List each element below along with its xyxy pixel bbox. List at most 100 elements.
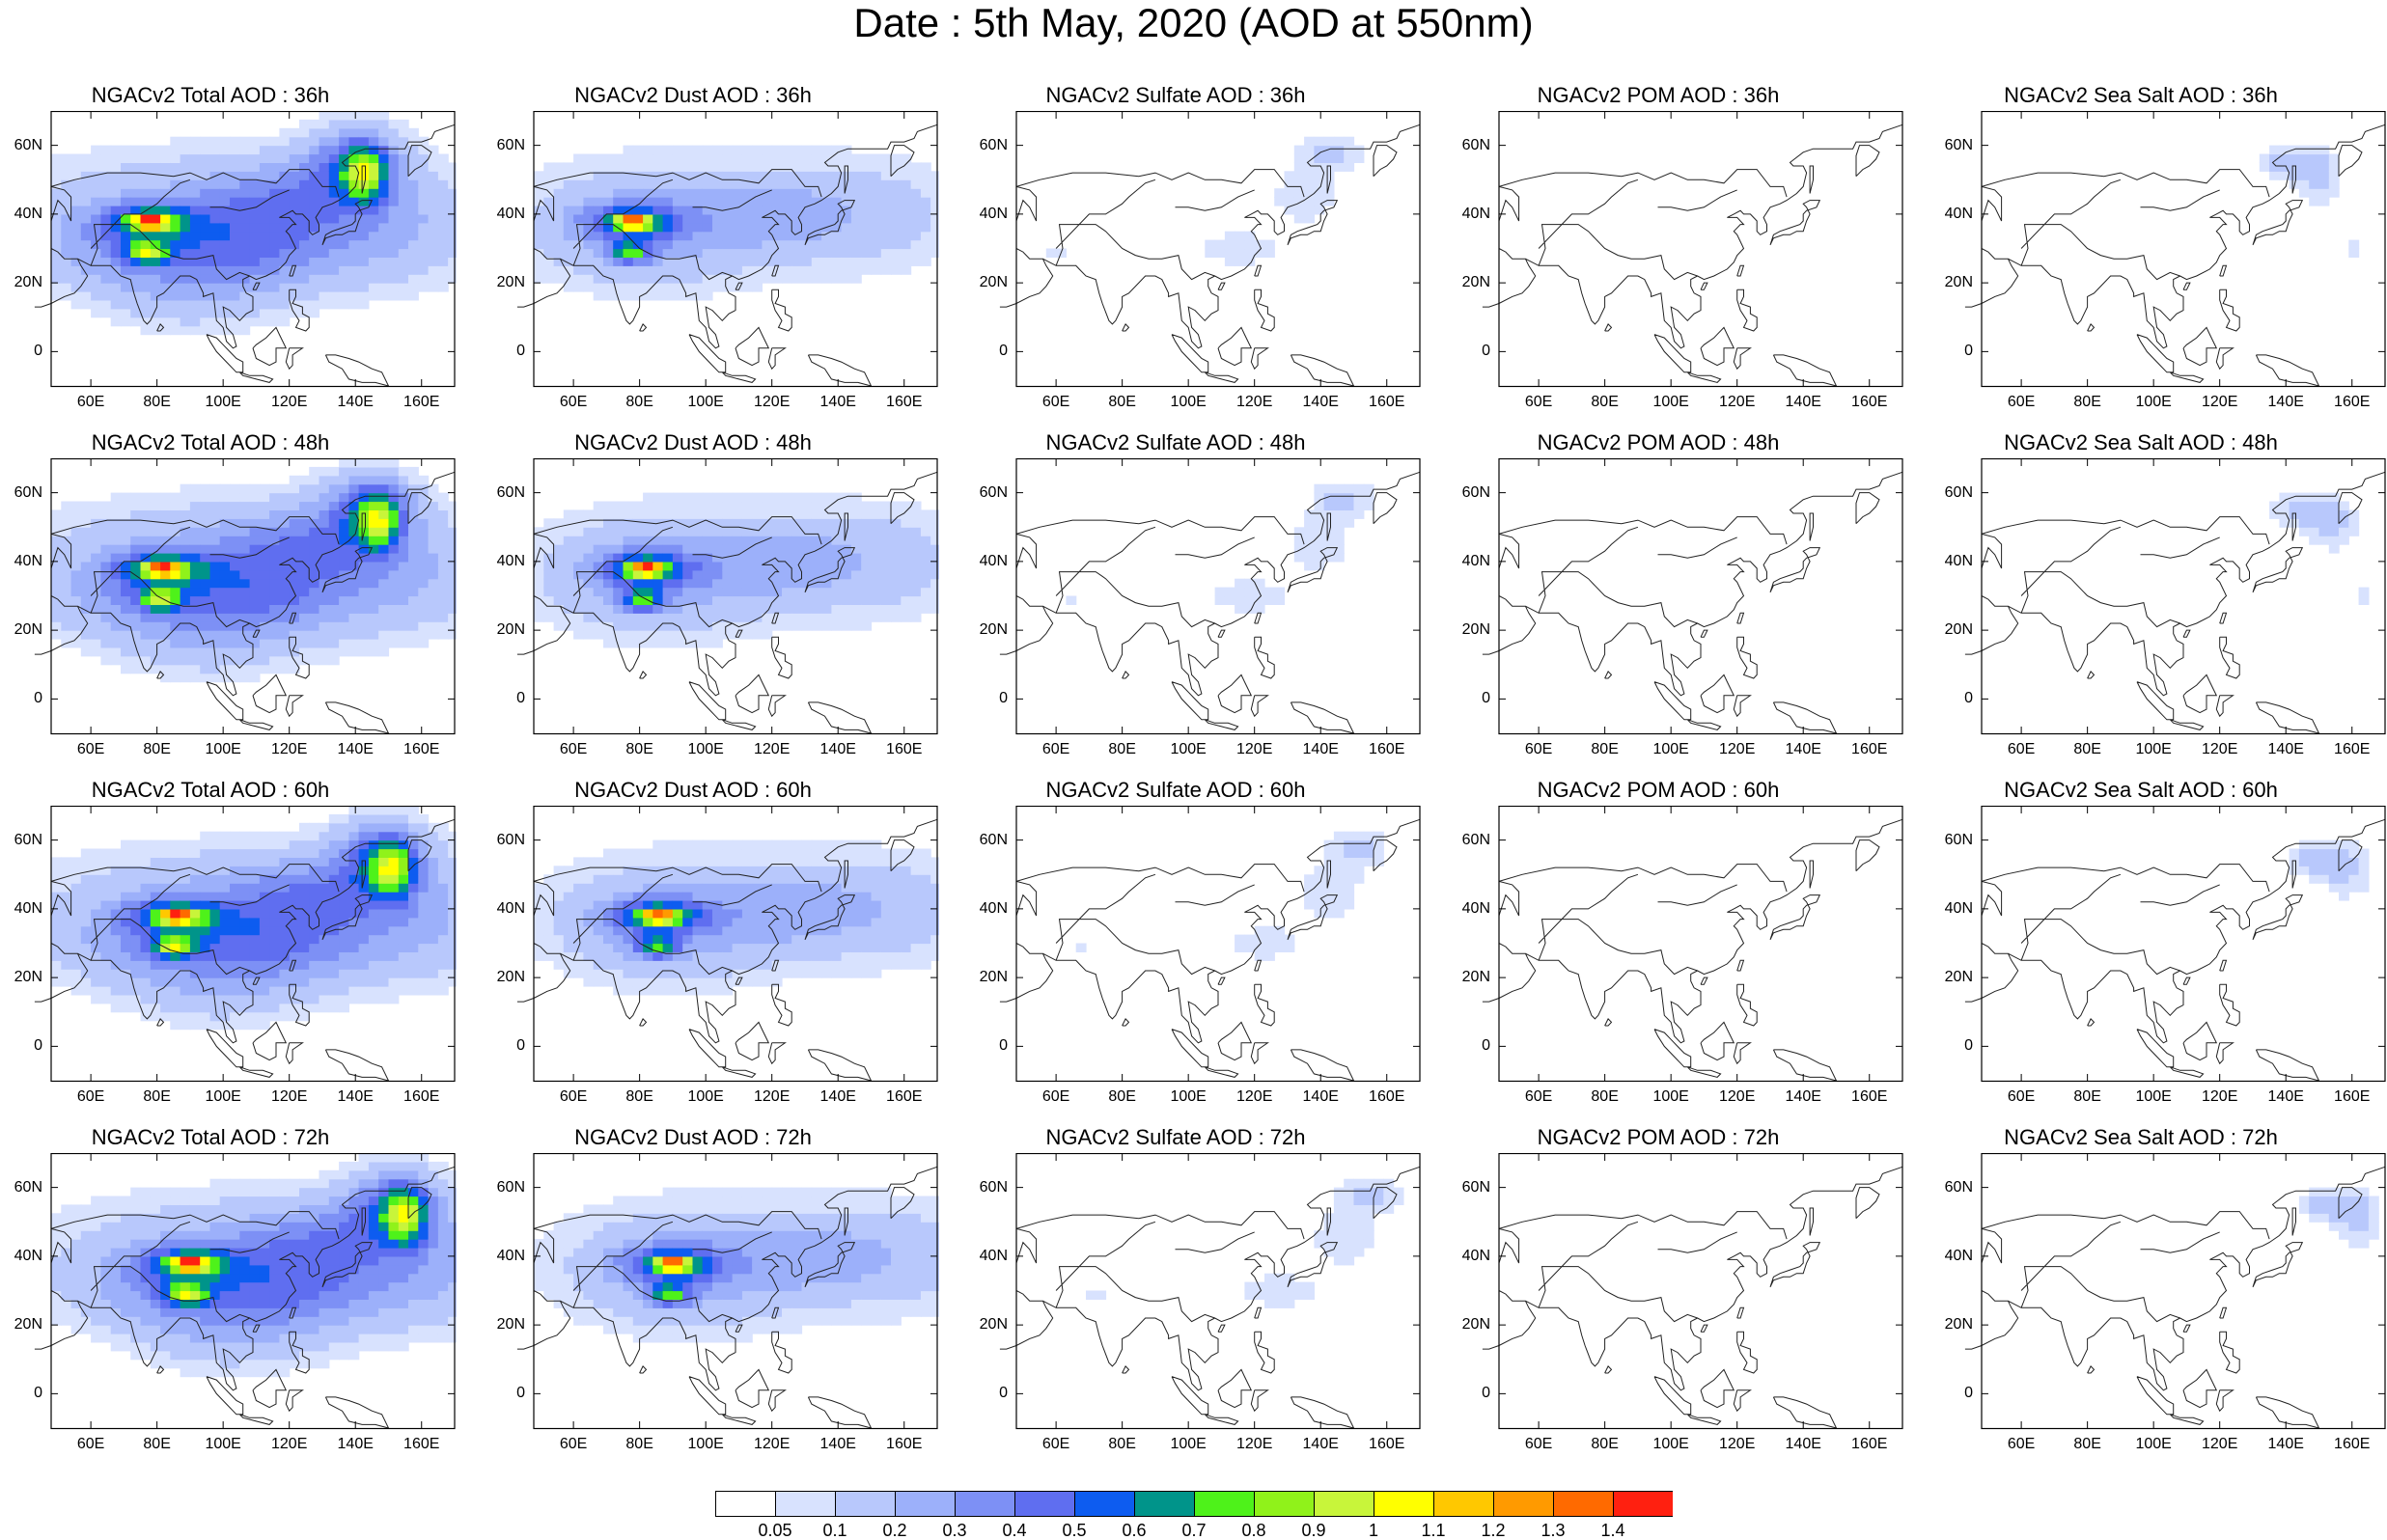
colorbar-label: 0.7 [1181,1521,1207,1540]
x-tick-label: 60E [2007,1436,2036,1452]
y-tick-label: 40N [496,205,525,222]
x-tick-label: 160E [2334,1088,2371,1105]
plot-frame [1498,458,1903,735]
y-tick-label: 40N [496,899,525,917]
colorbar-label: 0.1 [822,1521,847,1540]
x-tick-label: 80E [1591,1088,1619,1105]
y-tick-label: 40N [1944,899,1973,917]
x-tick-label: 60E [76,1436,105,1452]
plot-frame [1981,806,2386,1083]
colorbar-swatch [1134,1491,1195,1517]
colorbar-label: 0.5 [1062,1521,1087,1540]
coastline [1482,1166,1903,1429]
y-tick-label: 20N [14,969,42,986]
colorbar-label: 1 [1368,1521,1378,1540]
y-tick-label: 20N [979,1316,1008,1334]
panel-title: NGACv2 Sea Salt AOD : 60h [2004,778,2278,802]
y-tick-label: 40N [496,1247,525,1264]
x-tick-label: 100E [1652,1088,1689,1105]
aod-map [1482,111,1903,388]
y-tick-label: 60N [1461,136,1490,153]
x-tick-label: 60E [1041,394,1070,410]
x-tick-label: 80E [1108,394,1136,410]
x-tick-label: 100E [1170,741,1207,757]
x-tick-label: 160E [1851,394,1888,410]
x-tick-label: 160E [403,1088,440,1105]
x-tick-label: 140E [819,394,856,410]
aod-shading [51,806,457,1031]
y-tick-label: 60N [14,136,42,153]
y-tick-label: 20N [496,274,525,291]
y-tick-label: 20N [1461,969,1490,986]
map-panel-sea-salt-36h: NGACv2 Sea Salt AOD : 36h 60N 40N 20N 0 60E 80… [1938,83,2386,426]
x-tick-label: 100E [205,1436,241,1452]
aod-shading [2269,492,2370,605]
x-tick-label: 100E [1652,394,1689,410]
x-tick-label: 140E [1785,1436,1821,1452]
x-tick-label: 120E [1719,741,1756,757]
map-panel-dust-48h: NGACv2 Dust AOD : 48h 60N 40N 20N 0 60E 80E 100… [490,430,939,773]
x-tick-label: 80E [143,1088,171,1105]
y-tick-label: 20N [979,969,1008,986]
plot-frame [1981,1153,2386,1430]
x-tick-label: 80E [625,1436,653,1452]
x-tick-label: 60E [559,741,588,757]
x-tick-label: 60E [1524,1436,1553,1452]
y-tick-label: 0 [34,343,42,360]
x-tick-label: 140E [819,1436,856,1452]
map-panel-sea-salt-48h: NGACv2 Sea Salt AOD : 48h 60N 40N 20N 0 60E 80… [1938,430,2386,773]
x-tick-label: 80E [143,1436,171,1452]
x-tick-label: 80E [625,1088,653,1105]
panel-title: NGACv2 POM AOD : 60h [1537,778,1780,802]
x-tick-label: 120E [2202,1088,2238,1105]
y-tick-label: 40N [14,205,42,222]
colorbar-swatch [1374,1491,1434,1517]
x-tick-label: 120E [1719,1436,1756,1452]
y-tick-label: 40N [979,1247,1008,1264]
coastline [34,471,456,734]
aod-map [34,111,457,388]
y-tick-label: 20N [979,274,1008,291]
aod-shading [534,492,939,648]
panel-title: NGACv2 POM AOD : 48h [1537,430,1780,454]
aod-map [999,1153,1421,1430]
x-tick-label: 140E [2267,394,2304,410]
x-tick-label: 140E [1302,1088,1339,1105]
y-tick-label: 60N [496,831,525,848]
y-tick-label: 20N [1461,274,1490,291]
x-tick-label: 120E [2202,741,2238,757]
plot-frame [1015,458,1421,735]
x-tick-label: 140E [2267,1436,2304,1452]
y-tick-label: 60N [1461,1178,1490,1196]
y-tick-label: 20N [14,274,42,291]
coastline [1964,818,2386,1082]
x-tick-label: 60E [1524,394,1553,410]
x-tick-label: 80E [625,394,653,410]
x-tick-label: 80E [1108,1436,1136,1452]
panel-title: NGACv2 Total AOD : 60h [91,778,330,802]
x-tick-label: 120E [1236,394,1273,410]
x-tick-label: 100E [687,1436,724,1452]
y-tick-label: 60N [979,1178,1008,1196]
x-tick-label: 80E [2073,394,2101,410]
aod-map [999,111,1421,388]
x-tick-label: 80E [2073,1088,2101,1105]
aod-map [1482,1153,1903,1430]
x-tick-label: 160E [1369,1436,1405,1452]
plot-frame [1015,1153,1421,1430]
plot-frame [1981,458,2386,735]
x-tick-label: 80E [2073,1436,2101,1452]
aod-map [516,1153,939,1430]
x-tick-label: 120E [271,1436,308,1452]
x-tick-label: 120E [754,1436,791,1452]
x-tick-label: 100E [687,394,724,410]
plot-frame [533,111,938,388]
x-tick-label: 60E [76,394,105,410]
x-tick-label: 60E [2007,394,2036,410]
plot-frame [1015,806,1421,1083]
y-tick-label: 40N [1944,552,1973,569]
x-tick-label: 100E [1170,1088,1207,1105]
y-tick-label: 40N [1461,1247,1490,1264]
x-tick-label: 80E [1591,1436,1619,1452]
y-tick-label: 40N [496,552,525,569]
